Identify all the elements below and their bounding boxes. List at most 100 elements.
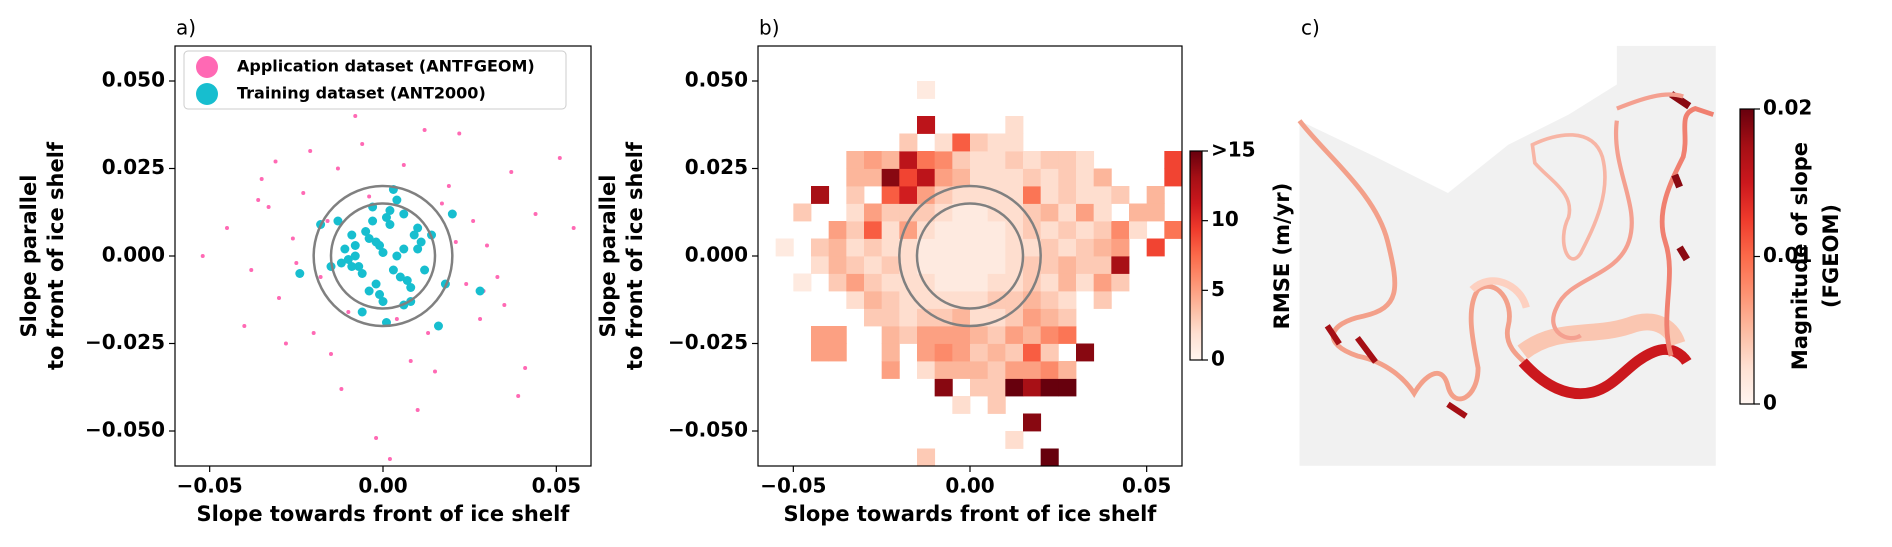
- heatmap-cell: [881, 291, 900, 309]
- heatmap-cell: [881, 168, 900, 187]
- heatmap-cell: [881, 151, 900, 169]
- x-axis-label: Slope towards front of ice shelf: [197, 502, 571, 526]
- scatter-point: [401, 163, 406, 167]
- heatmap-cell: [917, 448, 936, 466]
- heatmap-cell: [1023, 413, 1042, 432]
- heatmap-cell: [934, 168, 953, 187]
- heatmap-cell: [846, 273, 865, 292]
- heatmap-cell: [846, 203, 865, 222]
- heatmap-cell: [846, 151, 865, 169]
- heatmap-cell: [1058, 238, 1077, 257]
- heatmap-cell: [1093, 168, 1112, 187]
- colorbar-tick-label: 0: [1211, 347, 1225, 371]
- heatmap-cell: [793, 203, 812, 222]
- heatmap-cell: [1023, 256, 1042, 274]
- scatter-point: [368, 216, 378, 226]
- heatmap-cell: [881, 186, 900, 204]
- heatmap-cell: [987, 291, 1006, 309]
- heatmap-cell: [828, 238, 847, 257]
- heatmap-cell: [917, 168, 936, 187]
- heatmap-cell: [917, 238, 936, 257]
- heatmap-cell: [1040, 238, 1059, 257]
- scatter-point: [399, 209, 409, 219]
- y-tick-label: −0.050: [668, 418, 748, 442]
- legend-frame: [183, 50, 567, 110]
- heatmap-cell: [811, 343, 830, 362]
- heatmap-cell: [1005, 133, 1024, 152]
- heatmap-cell: [1023, 238, 1042, 257]
- heatmap-cell: [1076, 151, 1095, 169]
- heatmap-cell: [1023, 151, 1042, 169]
- heatmap-cell: [934, 361, 953, 379]
- x-tick-label: −0.05: [177, 474, 243, 498]
- heatmap-cell: [1005, 291, 1024, 309]
- heatmap-cell: [1005, 431, 1024, 449]
- heatmap-cell: [828, 221, 847, 239]
- scatter-point: [395, 272, 405, 282]
- heatmap-cell: [970, 133, 989, 152]
- heatmap-cell: [987, 273, 1006, 292]
- heatmap-cell: [1146, 238, 1165, 257]
- heatmap-cell: [1040, 151, 1059, 169]
- scatter-point: [399, 244, 409, 254]
- heatmap-cell: [1058, 186, 1077, 204]
- scatter-point: [420, 265, 430, 275]
- colorbar-label: (FGEOM): [1819, 204, 1843, 308]
- heatmap-cell: [793, 273, 812, 292]
- heatmap-cell: [970, 151, 989, 169]
- heatmap-cell: [1058, 151, 1077, 169]
- heatmap-cell: [1040, 273, 1059, 292]
- heatmap-cell: [1023, 308, 1042, 327]
- heatmap-cell: [1005, 378, 1024, 397]
- heatmap-cell: [899, 168, 918, 187]
- heatmap-cell: [1093, 238, 1112, 257]
- heatmap-cell: [899, 238, 918, 257]
- colorbar-tick-label: 5: [1211, 277, 1225, 301]
- scatter-point: [357, 269, 367, 278]
- scatter-point: [557, 156, 562, 160]
- heatmap-cell: [1005, 221, 1024, 239]
- heatmap-cell: [828, 343, 847, 362]
- heatmap-cell: [881, 343, 900, 362]
- heatmap-cell: [987, 168, 1006, 187]
- heatmap-cell: [899, 308, 918, 327]
- scatter-point: [471, 219, 476, 223]
- colorbar-tick-label: 10: [1211, 207, 1239, 231]
- heatmap-cell: [1076, 203, 1095, 222]
- scatter-point: [413, 244, 423, 254]
- heatmap-cell: [970, 378, 989, 397]
- heatmap-cell: [1005, 326, 1024, 344]
- scatter-point: [367, 194, 372, 199]
- scatter-point: [259, 177, 264, 181]
- heatmap-cell: [987, 151, 1006, 169]
- heatmap-cell: [1040, 448, 1059, 466]
- heatmap-cell: [1058, 378, 1077, 397]
- colorbar: [1189, 150, 1203, 361]
- heatmap-cell: [881, 308, 900, 327]
- coastline-steep: [1324, 324, 1468, 419]
- heatmap-cell: [1005, 273, 1024, 292]
- colorbar: [1739, 108, 1755, 405]
- heatmap-cell: [828, 273, 847, 292]
- heatmap-cell: [1093, 256, 1112, 274]
- heatmap-cell: [811, 186, 830, 204]
- heatmap-cell: [987, 396, 1006, 414]
- x-tick-label: 0.05: [532, 474, 581, 498]
- heatmap-cell: [881, 273, 900, 292]
- scatter-point: [295, 269, 305, 278]
- x-axis-label: Slope towards front of ice shelf: [784, 502, 1158, 526]
- scatter-point: [378, 297, 388, 306]
- heatmap-cell: [987, 361, 1006, 379]
- heatmap-cell: [1111, 256, 1130, 274]
- scatter-point: [335, 166, 340, 171]
- heatmap-cell: [1005, 116, 1024, 134]
- heatmap-cell: [811, 256, 830, 274]
- scatter-point: [273, 159, 278, 164]
- heatmap-cell: [1146, 186, 1165, 204]
- heatmap-cell: [1111, 186, 1130, 204]
- heatmap-cell: [899, 186, 918, 204]
- heatmap-cell: [1005, 238, 1024, 257]
- plot-area: [200, 114, 576, 461]
- heatmap-cell: [934, 378, 953, 397]
- heatmap-cell: [987, 378, 1006, 397]
